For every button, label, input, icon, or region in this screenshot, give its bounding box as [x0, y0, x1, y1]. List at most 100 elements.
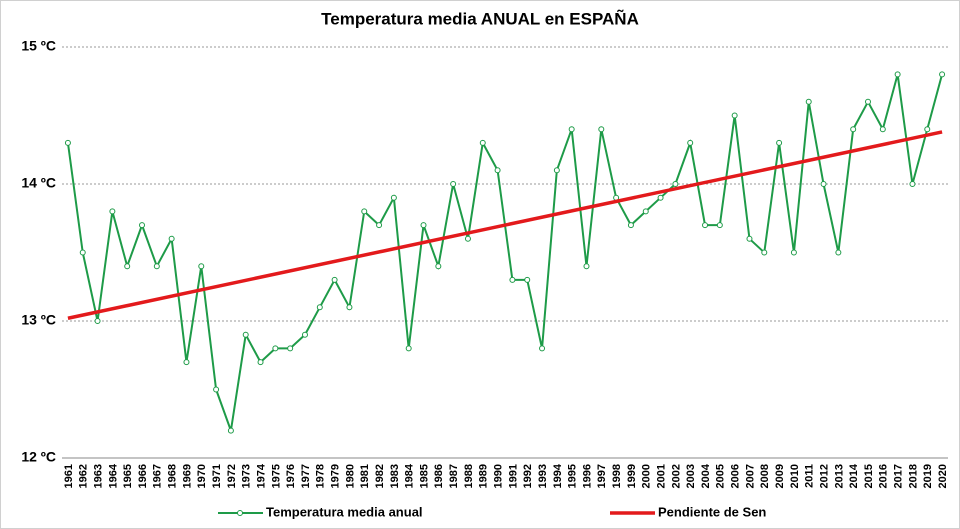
x-tick-label: 1963: [92, 464, 104, 488]
data-point: [287, 345, 294, 352]
data-point: [331, 276, 338, 283]
x-tick-label: 1997: [596, 464, 608, 488]
data-point: [939, 71, 946, 78]
x-tick-label: 1996: [581, 464, 593, 488]
x-tick-label: 1964: [107, 463, 119, 488]
x-tick-label: 1981: [359, 464, 371, 488]
x-tick-label: 1991: [507, 464, 519, 488]
data-point: [657, 194, 664, 201]
data-point: [450, 181, 457, 187]
x-tick-label: 1972: [226, 464, 238, 488]
data-point: [524, 276, 531, 283]
x-tick-label: 1979: [330, 464, 342, 488]
data-point: [94, 318, 101, 324]
x-tick-label: 1984: [404, 463, 416, 488]
x-tick-label: 1975: [270, 464, 282, 488]
x-tick-label: 2020: [937, 464, 949, 488]
data-point: [376, 222, 383, 229]
data-point: [479, 139, 486, 146]
chart-title: Temperatura media ANUAL en ESPAÑA: [321, 8, 639, 28]
x-tick-label: 1994: [552, 463, 564, 488]
x-tick-label: 1974: [255, 463, 267, 488]
data-point: [435, 263, 442, 270]
series-line: [67, 130, 943, 320]
x-tick-label: 2000: [641, 464, 653, 488]
data-point: [168, 235, 175, 242]
data-point: [390, 194, 397, 201]
x-tick-label: 2004: [700, 463, 712, 488]
x-tick-label: 1993: [537, 464, 549, 488]
x-tick-label: 1969: [181, 464, 193, 488]
data-point: [909, 181, 916, 187]
x-tick-label: 1961: [63, 464, 75, 488]
x-tick-label: 1971: [211, 464, 223, 488]
data-point: [539, 345, 546, 352]
data-point: [183, 359, 190, 366]
x-tick-label: 2014: [848, 463, 860, 488]
data-point: [494, 167, 501, 174]
data-point: [835, 249, 842, 256]
x-tick-label: 1978: [315, 464, 327, 488]
x-tick-label: 2009: [774, 464, 786, 488]
data-point: [864, 98, 871, 105]
data-point: [509, 276, 516, 283]
x-tick-label: 2018: [907, 464, 919, 488]
x-tick-label: 1989: [478, 464, 490, 488]
data-point: [879, 126, 886, 133]
data-point: [776, 139, 783, 146]
x-tick-label: 1983: [389, 464, 401, 488]
x-tick-label: 2006: [730, 464, 742, 488]
x-tick-label: 1973: [241, 464, 253, 488]
x-tick-label: 2011: [804, 464, 816, 488]
data-point: [553, 167, 560, 174]
x-tick-label: 1995: [567, 464, 579, 488]
data-point: [731, 112, 738, 119]
x-tick-label: 1987: [448, 464, 460, 488]
data-point: [642, 208, 649, 215]
data-point: [672, 181, 679, 187]
x-tick-label: 1966: [137, 464, 149, 488]
data-point: [109, 208, 116, 215]
data-point: [198, 263, 205, 270]
data-point: [316, 304, 323, 311]
data-point: [850, 126, 857, 133]
y-tick-label: 15 ºC: [21, 38, 56, 54]
y-tick-label: 14 ºC: [21, 175, 56, 191]
data-point: [464, 235, 471, 242]
x-tick-label: 1992: [522, 464, 534, 488]
x-tick-label: 1982: [374, 464, 386, 488]
data-point: [598, 126, 605, 133]
x-tick-label: 1986: [433, 464, 445, 488]
data-point: [702, 222, 709, 229]
legend-marker: [237, 510, 243, 516]
data-point: [153, 263, 160, 270]
data-point: [405, 345, 412, 352]
y-tick-label: 12 ºC: [21, 449, 56, 465]
legend-label: Pendiente de Sen: [658, 504, 766, 519]
x-tick-label: 1977: [300, 464, 312, 488]
x-tick-label: 2001: [655, 464, 667, 488]
data-point: [139, 222, 146, 229]
data-point: [894, 71, 901, 78]
data-point: [716, 222, 723, 229]
x-tick-label: 2017: [893, 464, 905, 488]
legend-label: Temperatura media anual: [266, 504, 423, 519]
x-tick-label: 2015: [863, 464, 875, 488]
x-tick-label: 2010: [789, 464, 801, 488]
x-tick-label: 2013: [833, 464, 845, 488]
data-point: [227, 427, 234, 434]
data-point: [79, 249, 86, 256]
data-point: [361, 208, 368, 215]
x-tick-label: 1985: [418, 464, 430, 488]
x-tick-label: 2005: [715, 464, 727, 488]
x-tick-label: 2016: [878, 464, 890, 488]
data-point: [568, 126, 575, 133]
x-tick-label: 1980: [344, 464, 356, 488]
data-point: [820, 181, 827, 187]
data-point: [746, 235, 753, 242]
x-tick-label: 2019: [922, 464, 934, 488]
data-point: [64, 139, 71, 146]
x-tick-label: 2002: [670, 464, 682, 488]
x-tick-label: 2012: [818, 464, 830, 488]
